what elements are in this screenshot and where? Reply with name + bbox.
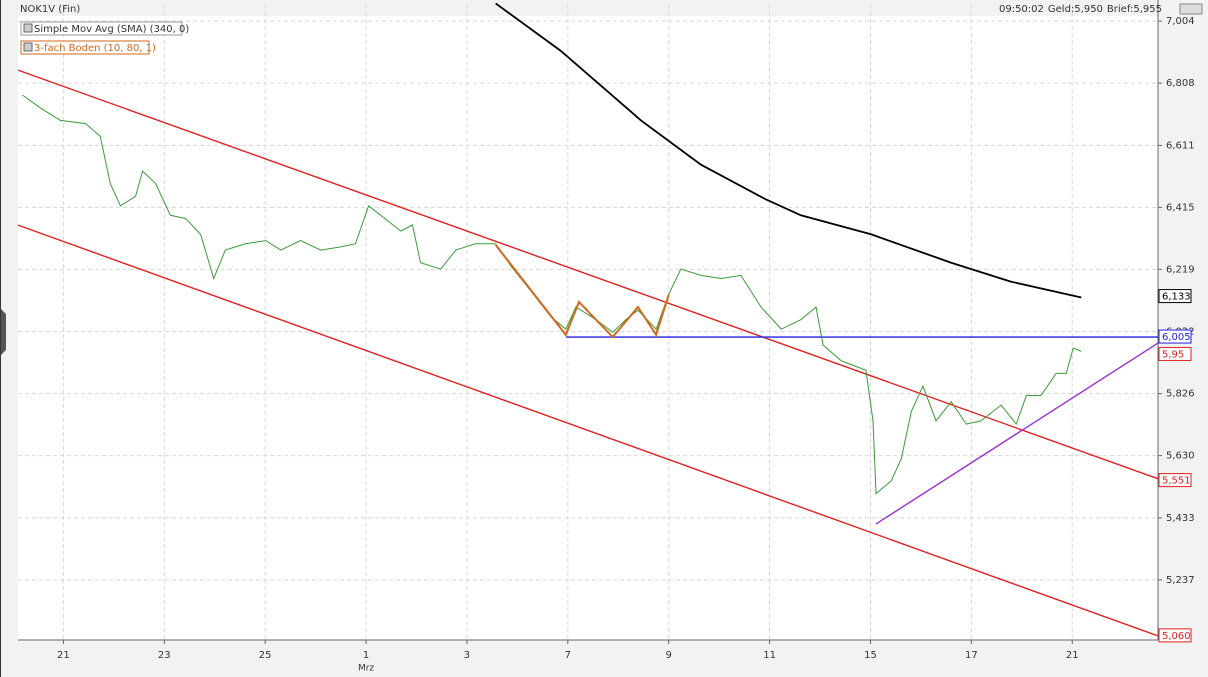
x-tick-label: 9	[666, 650, 672, 661]
y-tick-label: 5,630	[1166, 451, 1195, 462]
header-strip	[0, 0, 1208, 16]
x-tick-label: 25	[259, 650, 272, 661]
y-tick-label: 6,808	[1166, 78, 1195, 89]
header-info: 09:50:02 Geld:5,950 Brief:5,955	[999, 4, 1162, 15]
y-tick-label: 7,004	[1166, 16, 1195, 27]
price-tag	[1158, 289, 1192, 304]
x-month-label: Mrz	[358, 664, 374, 674]
legend-close[interactable]	[23, 42, 33, 52]
price-tag-label: 5,060	[1162, 631, 1191, 642]
trend-line	[17, 69, 1159, 480]
header-item: 09:50:02	[999, 4, 1044, 15]
price-tag-label: 5,551	[1162, 476, 1191, 487]
y-tick-label: 6,611	[1166, 140, 1195, 151]
series-line	[494, 244, 670, 339]
price-tag	[1158, 628, 1192, 643]
trend-line	[17, 224, 1159, 637]
x-tick-label: 15	[864, 650, 877, 661]
legend-box	[20, 21, 183, 36]
y-tick-label: 6,219	[1166, 264, 1195, 275]
x-tick-label: 3	[464, 650, 470, 661]
plot-area: 7,0046,8086,6116,4156,2196,0225,8265,630…	[17, 0, 1195, 674]
x-tick-label: 21	[1066, 650, 1079, 661]
legend-label: 3-fach Boden (10, 80, 1)	[34, 43, 156, 54]
x-tick-label: 17	[965, 650, 978, 661]
legend-label: Simple Mov Avg (SMA) (340, 0)	[34, 24, 189, 35]
legend-close[interactable]	[23, 23, 33, 33]
price-tag	[1158, 473, 1192, 488]
chart-title: NOK1V (Fin)	[20, 4, 80, 15]
scroll-up[interactable]	[1179, 3, 1203, 15]
price-tag	[1158, 329, 1192, 344]
price-tag-label: 5,95	[1162, 349, 1184, 360]
left-strip	[0, 0, 18, 640]
y-tick-label: 5,237	[1166, 575, 1195, 586]
x-tick-label: 21	[57, 650, 70, 661]
price-tag	[1158, 346, 1192, 361]
y-tick-label: 5,826	[1166, 389, 1195, 400]
header-item: Brief:5,955	[1107, 4, 1162, 15]
header-item: Geld:5,950	[1048, 4, 1103, 15]
panel-handle[interactable]	[0, 308, 6, 356]
x-axis-strip	[0, 640, 1208, 677]
x-tick-label: 11	[763, 650, 776, 661]
trend-line	[875, 342, 1159, 525]
x-tick-label: 23	[158, 650, 171, 661]
y-tick-label: 5,433	[1166, 513, 1195, 524]
legend: Simple Mov Avg (SMA) (340, 0) 3-fach Bod…	[20, 21, 189, 55]
x-tick-label: 1	[363, 650, 369, 661]
y-tick-label: 6,415	[1166, 202, 1195, 213]
legend-box	[20, 40, 150, 55]
series-line	[495, 2, 1082, 299]
x-tick-label: 7	[565, 650, 571, 661]
price-tag-label: 6,133	[1162, 292, 1191, 303]
price-tag-label: 6,005	[1162, 332, 1191, 343]
